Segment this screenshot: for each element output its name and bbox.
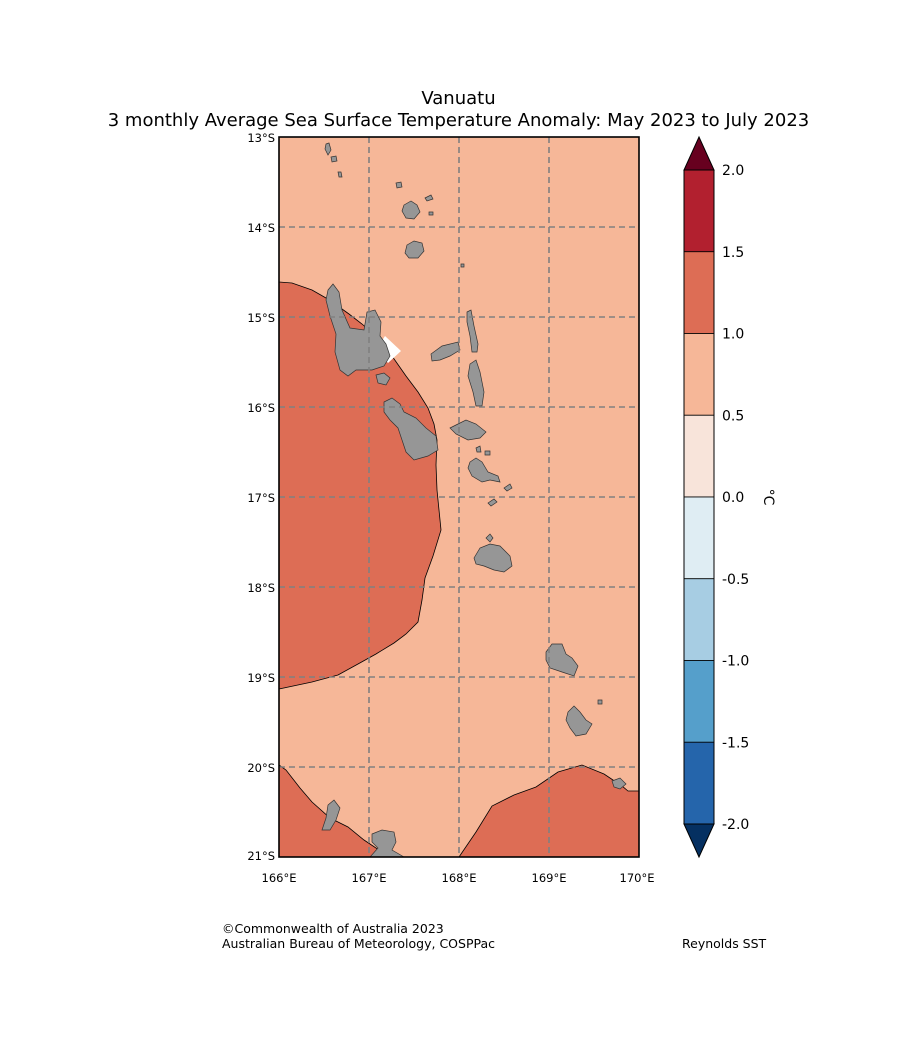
colorbar-band (683, 741, 715, 825)
colorbar-tick-label: 0.5 (722, 408, 744, 424)
island-belep (369, 829, 406, 858)
lat-tick-18s: 18°S (247, 581, 275, 595)
colorbar-tick-label: 2.0 (722, 163, 744, 179)
colorbar-bands (683, 169, 715, 825)
island-torres-3 (337, 171, 343, 178)
island-aoba (430, 341, 461, 362)
lat-tick-20s: 20°S (247, 761, 275, 775)
island-aneityum (611, 777, 627, 790)
lon-tick-167e: 167°E (352, 871, 387, 885)
lat-tick-17s: 17°S (247, 491, 275, 505)
lon-tick-169e: 169°E (532, 871, 567, 885)
lat-tick-labels: 13°S 14°S 15°S 16°S 17°S 18°S 19°S 20°S … (247, 131, 275, 863)
map-frame (278, 136, 640, 858)
island-tongoa (503, 483, 513, 492)
colorbar-band (683, 578, 715, 661)
lon-tick-166e: 166°E (262, 871, 297, 885)
map-title: Vanuatu (421, 88, 496, 109)
island-mota-lava (424, 194, 434, 202)
island-paama (475, 445, 482, 453)
colorbar-under-triangle (683, 823, 715, 859)
island-erromango (545, 643, 579, 677)
colorbar-unit-label: °C (760, 489, 776, 506)
dataset-label: Reynolds SST (682, 936, 767, 951)
island-nguna (485, 533, 494, 543)
map-panel (278, 136, 640, 858)
island-gaua (404, 240, 425, 259)
colorbar-band (683, 251, 715, 334)
island-pentecost (467, 359, 485, 407)
colorbar-frame (683, 169, 715, 825)
islands (321, 142, 627, 858)
agency-line: Australian Bureau of Meteorology, COSPPa… (222, 936, 495, 951)
colorbar-tick-label: 0.0 (722, 490, 744, 506)
copyright-line: ©Commonwealth of Australia 2023 (222, 921, 444, 936)
island-new-caledonia-north (321, 799, 341, 831)
colorbar-tick-label: -2.0 (722, 817, 749, 833)
island-aniwa (597, 699, 603, 705)
island-vanua-lava (401, 200, 421, 220)
lon-tick-170e: 170°E (620, 871, 655, 885)
island-malakula (383, 397, 439, 461)
lat-tick-21s: 21°S (247, 849, 275, 863)
colorbar-tick-labels: 2.0 1.5 1.0 0.5 0.0 -0.5 -1.0 -1.5 -2.0 (722, 163, 749, 833)
island-mota (428, 211, 434, 216)
island-ureparapara (395, 181, 403, 189)
island-efate (473, 543, 513, 573)
colorbar-tick-label: 1.5 (722, 245, 744, 261)
colorbar-band (683, 496, 715, 580)
colorbar-tick-label: -0.5 (722, 572, 749, 588)
lat-tick-19s: 19°S (247, 671, 275, 685)
colorbar-band (683, 414, 715, 498)
lat-tick-14s: 14°S (247, 221, 275, 235)
lat-tick-13s: 13°S (247, 131, 275, 145)
lon-tick-labels: 166°E 167°E 168°E 169°E 170°E (262, 871, 655, 885)
colorbar-tick-label: 1.0 (722, 327, 744, 343)
island-tanna (565, 705, 593, 737)
colorbar-band (683, 660, 715, 743)
island-ambrym (449, 419, 487, 441)
island-espiritu-santo (325, 283, 391, 377)
island-torres-2 (330, 155, 338, 163)
colorbar: 2.0 1.5 1.0 0.5 0.0 -0.5 -1.0 -1.5 -2.0 °C (683, 135, 776, 859)
map-gridlines (279, 137, 639, 857)
colorbar-band (683, 333, 715, 416)
island-malo (375, 372, 391, 386)
lon-tick-168e: 168°E (442, 871, 477, 885)
colorbar-tick-label: -1.0 (722, 654, 749, 670)
island-epi (467, 457, 501, 483)
lat-tick-16s: 16°S (247, 401, 275, 415)
lat-tick-15s: 15°S (247, 311, 275, 325)
colorbar-over-triangle (683, 135, 715, 171)
island-maewo (466, 309, 479, 353)
map-subtitle: 3 monthly Average Sea Surface Temperatur… (107, 110, 810, 131)
colorbar-band (683, 169, 715, 253)
island-lopevi (484, 450, 491, 456)
island-emae (487, 498, 498, 507)
island-torres-1 (324, 142, 332, 156)
colorbar-tick-label: -1.5 (722, 735, 749, 751)
island-merelava (460, 263, 465, 268)
copyright-notice: ©Commonwealth of Australia 2023 Australi… (222, 921, 495, 951)
